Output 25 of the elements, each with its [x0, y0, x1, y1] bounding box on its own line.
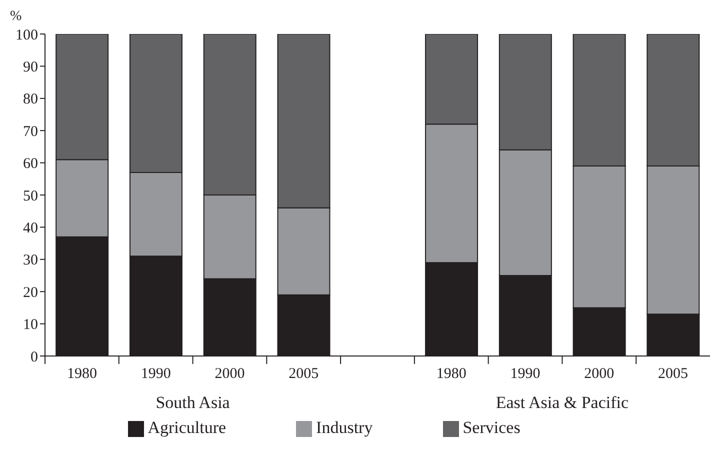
x-tick-label: 2005	[658, 366, 688, 382]
y-tick-label: 40	[23, 220, 38, 237]
y-tick-label: 70	[23, 124, 38, 140]
x-tick-label: 1980	[436, 366, 466, 382]
y-tick-label: 30	[23, 252, 38, 269]
x-tick-label: 1990	[140, 366, 171, 382]
y-tick-label: 100	[16, 27, 38, 44]
legend-label: Services	[462, 418, 520, 437]
y-tick-label: 80	[23, 92, 38, 108]
text: South Asia	[156, 393, 230, 412]
y-tick-label: 50	[23, 188, 38, 204]
y-tick-label: 90	[23, 60, 38, 76]
x-tick-label: 1990	[510, 366, 540, 382]
y-tick-label: 20	[23, 284, 38, 301]
legend-label: Agriculture	[148, 418, 226, 437]
y-tick-label: 60	[23, 156, 38, 172]
text: East Asia & Pacific	[496, 393, 630, 412]
legend-label: Industry	[316, 418, 373, 437]
y-tick-label: 0	[30, 349, 38, 366]
x-tick-label: 1980	[66, 366, 97, 382]
x-tick-label: 2000	[584, 366, 614, 382]
x-tick-label: 2000	[214, 366, 245, 382]
y-tick-label: 10	[23, 317, 38, 334]
x-tick-label: 2005	[288, 366, 319, 382]
y-axis-title: %	[10, 8, 22, 24]
